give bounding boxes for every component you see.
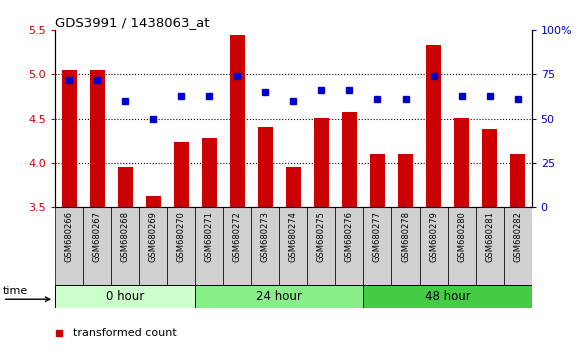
Bar <box>454 118 469 207</box>
Text: GSM680268: GSM680268 <box>121 211 130 262</box>
Text: 48 hour: 48 hour <box>425 290 471 303</box>
Text: GSM680278: GSM680278 <box>401 211 410 262</box>
Bar <box>392 207 419 285</box>
Bar <box>174 142 189 207</box>
Text: GDS3991 / 1438063_at: GDS3991 / 1438063_at <box>55 16 210 29</box>
Text: GSM680267: GSM680267 <box>93 211 102 262</box>
Bar <box>252 207 279 285</box>
Bar <box>447 207 476 285</box>
Text: GSM680282: GSM680282 <box>513 211 522 262</box>
Text: transformed count: transformed count <box>73 328 177 338</box>
Bar <box>146 196 161 207</box>
Text: GSM680280: GSM680280 <box>457 211 466 262</box>
Text: GSM680272: GSM680272 <box>233 211 242 262</box>
Bar <box>55 207 83 285</box>
Bar <box>286 167 301 207</box>
Bar <box>89 70 105 207</box>
Text: time: time <box>3 286 28 296</box>
Bar <box>476 207 504 285</box>
Text: GSM680275: GSM680275 <box>317 211 326 262</box>
Text: GSM680266: GSM680266 <box>64 211 74 262</box>
Bar <box>426 45 441 207</box>
Text: 24 hour: 24 hour <box>256 290 302 303</box>
Bar <box>342 112 357 207</box>
Bar <box>364 207 392 285</box>
Text: GSM680273: GSM680273 <box>261 211 270 262</box>
Bar <box>117 167 133 207</box>
Bar <box>364 285 532 308</box>
Text: GSM680274: GSM680274 <box>289 211 298 262</box>
Bar <box>229 35 245 207</box>
Text: 0 hour: 0 hour <box>106 290 145 303</box>
Bar <box>398 154 413 207</box>
Bar <box>279 207 307 285</box>
Bar <box>62 70 77 207</box>
Bar <box>504 207 532 285</box>
Text: GSM680271: GSM680271 <box>205 211 214 262</box>
Bar <box>111 207 139 285</box>
Text: GSM680279: GSM680279 <box>429 211 438 262</box>
Bar <box>195 285 364 308</box>
Bar <box>335 207 364 285</box>
Bar <box>139 207 167 285</box>
Bar <box>370 154 385 207</box>
Bar <box>195 207 223 285</box>
Bar <box>419 207 447 285</box>
Bar <box>167 207 195 285</box>
Text: GSM680269: GSM680269 <box>149 211 158 262</box>
Text: GSM680270: GSM680270 <box>177 211 186 262</box>
Bar <box>223 207 252 285</box>
Bar <box>482 129 497 207</box>
Bar <box>258 127 273 207</box>
Bar <box>307 207 335 285</box>
Bar <box>55 285 195 308</box>
Bar <box>314 118 329 207</box>
Bar <box>510 154 525 207</box>
Text: GSM680276: GSM680276 <box>345 211 354 262</box>
Bar <box>202 138 217 207</box>
Text: GSM680277: GSM680277 <box>373 211 382 262</box>
Bar <box>83 207 111 285</box>
Text: GSM680281: GSM680281 <box>485 211 494 262</box>
